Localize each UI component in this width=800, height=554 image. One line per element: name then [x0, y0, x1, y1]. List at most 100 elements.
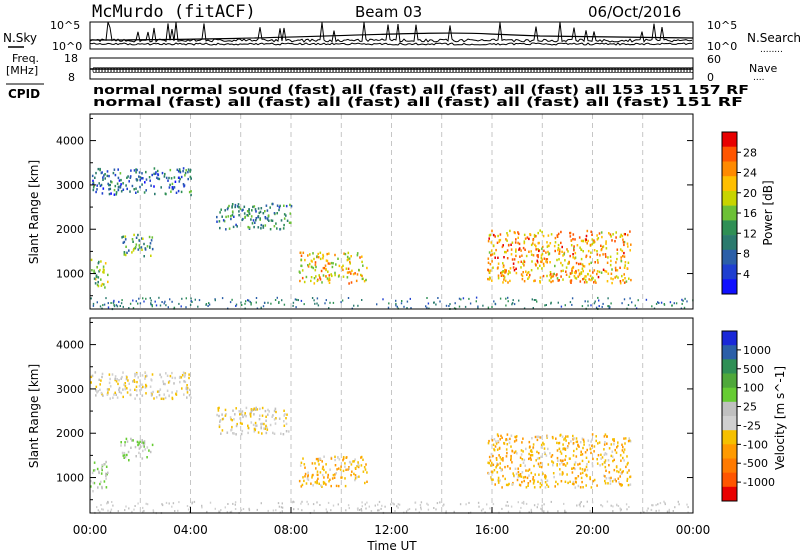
data-point — [151, 443, 154, 447]
data-point — [274, 407, 277, 410]
data-point — [515, 254, 517, 258]
data-point — [318, 457, 320, 460]
data-point — [541, 504, 543, 507]
data-point — [558, 258, 560, 261]
data-point — [596, 272, 598, 276]
data-point — [253, 413, 255, 416]
data-point — [609, 479, 612, 482]
data-point — [325, 508, 327, 511]
data-point — [161, 171, 164, 175]
data-point — [177, 170, 180, 173]
data-point — [537, 267, 539, 270]
data-point — [96, 266, 98, 269]
data-point — [146, 503, 149, 506]
data-point — [576, 244, 579, 247]
data-point — [547, 447, 549, 451]
data-point — [487, 268, 489, 272]
data-point — [426, 502, 428, 505]
data-point — [334, 271, 336, 275]
data-point — [683, 306, 686, 309]
data-point — [124, 238, 127, 241]
data-point — [134, 397, 136, 400]
data-point — [126, 387, 128, 390]
data-point — [253, 205, 256, 208]
data-point — [186, 505, 189, 507]
data-point — [497, 274, 500, 277]
data-point — [519, 463, 522, 467]
data-point — [513, 231, 516, 234]
data-point — [605, 255, 607, 258]
nave-dots: .... — [753, 73, 764, 83]
data-point — [179, 171, 182, 174]
data-point — [626, 267, 629, 270]
data-point — [616, 503, 618, 506]
freq-mark: 0 — [158, 66, 163, 75]
data-point — [553, 272, 555, 276]
data-point — [577, 275, 579, 278]
data-point — [622, 254, 624, 258]
power-frame — [89, 113, 694, 310]
data-point — [360, 509, 363, 512]
data-point — [436, 502, 439, 505]
data-point — [615, 261, 617, 264]
data-point — [347, 271, 350, 274]
data-point — [512, 472, 514, 475]
data-point — [556, 258, 558, 262]
data-point — [113, 393, 115, 396]
data-point — [490, 478, 493, 481]
data-point — [501, 436, 503, 439]
data-point — [620, 233, 622, 237]
data-point — [518, 242, 521, 246]
data-point — [341, 299, 344, 302]
data-point — [256, 408, 259, 411]
data-point — [511, 303, 513, 306]
data-point — [347, 468, 349, 471]
data-point — [103, 271, 105, 274]
freq-mark: 0 — [587, 66, 592, 75]
data-point — [133, 247, 135, 251]
data-point — [591, 277, 593, 280]
data-point — [498, 454, 500, 457]
data-point — [496, 462, 498, 465]
data-point — [321, 460, 323, 463]
data-point — [141, 248, 143, 251]
data-point — [356, 254, 359, 257]
freq-mark: 0 — [329, 66, 334, 75]
data-point — [105, 477, 107, 480]
data-point — [562, 443, 564, 446]
data-point — [177, 189, 180, 193]
data-point — [216, 220, 218, 223]
data-point — [491, 229, 493, 232]
data-point — [221, 297, 224, 300]
data-point — [330, 484, 332, 488]
data-point — [626, 508, 628, 511]
data-point — [142, 441, 145, 445]
data-point — [99, 482, 101, 486]
data-point — [489, 263, 492, 266]
data-point — [250, 421, 253, 424]
data-point — [558, 248, 561, 251]
data-point — [179, 169, 181, 172]
data-point — [362, 458, 364, 461]
data-point — [266, 217, 269, 220]
freq-mark: 0 — [641, 66, 646, 75]
data-point — [501, 486, 503, 489]
data-point — [241, 410, 244, 413]
data-point — [535, 299, 537, 301]
data-point — [522, 450, 524, 453]
data-point — [395, 304, 397, 307]
data-point — [300, 461, 303, 464]
data-point — [620, 472, 622, 475]
data-point — [584, 278, 587, 282]
data-point — [201, 504, 203, 507]
data-point — [141, 394, 144, 397]
data-point — [603, 453, 606, 456]
freq-mark: 0 — [359, 66, 364, 75]
data-point — [113, 305, 116, 308]
data-point — [627, 483, 630, 487]
data-point — [564, 304, 566, 307]
data-point — [237, 203, 240, 206]
time-axis: 00:00 04:00 08:00 12:00 16:00 20:00 00:00 — [73, 507, 710, 537]
data-point — [303, 303, 305, 306]
data-point — [507, 300, 509, 303]
